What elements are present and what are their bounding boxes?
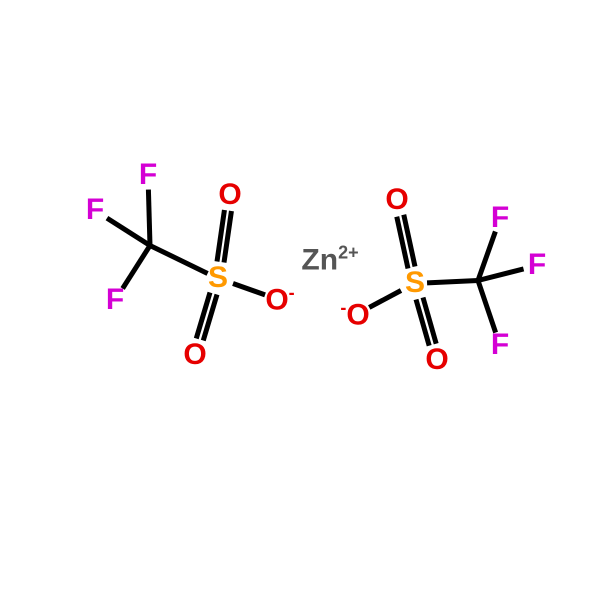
bond	[120, 244, 152, 290]
atom-f: F	[491, 328, 509, 362]
atom-o: O	[183, 338, 206, 372]
atom-o: O-	[265, 283, 294, 318]
bond	[146, 189, 153, 245]
atom-o: O	[425, 343, 448, 377]
bond	[149, 243, 208, 275]
atom-zn: Zn2+	[301, 243, 358, 278]
bond	[368, 288, 402, 309]
atom-f: F	[86, 193, 104, 227]
atom-f: F	[528, 248, 546, 282]
bond	[427, 278, 478, 285]
atom-s: S	[208, 261, 228, 295]
molecule-canvas: FFFOOO-SFFFOO-OSZn2+	[0, 0, 600, 600]
bond	[232, 281, 266, 297]
atom-f: F	[491, 201, 509, 235]
atom-f: F	[139, 158, 157, 192]
bond	[476, 279, 498, 332]
bond	[105, 215, 151, 247]
atom-o: O	[385, 183, 408, 217]
atom-o: -O	[340, 298, 369, 333]
atom-f: F	[106, 283, 124, 317]
atom-o: O	[218, 178, 241, 212]
atom-s: S	[405, 266, 425, 300]
